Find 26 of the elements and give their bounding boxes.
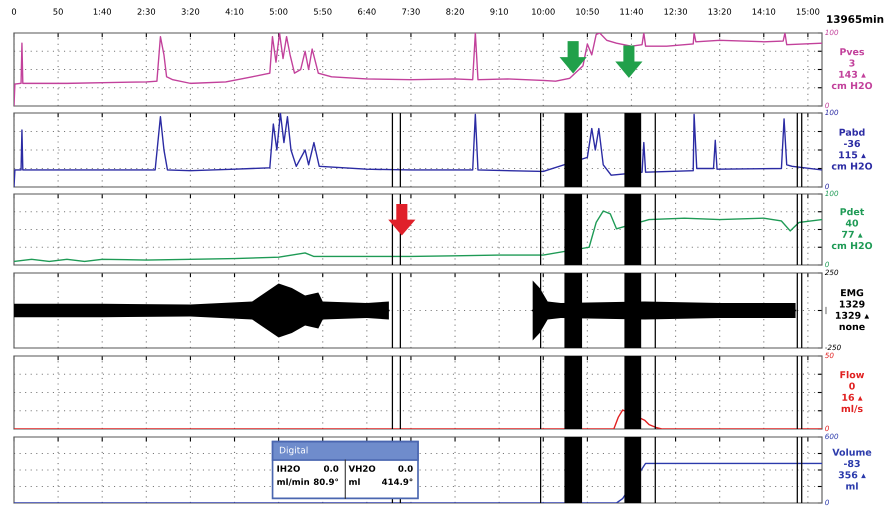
y-axis-title: Pves 3 143 ▴ cm H2O (832, 48, 872, 90)
x-tick-label: 12:30 (664, 8, 688, 15)
y-axis-title: EMG 1329 1329 ▴ none (836, 289, 870, 330)
y-axis-title: Pabd -36 115 ▴ cm H2O (832, 128, 872, 170)
x-tick-label: 5:00 (270, 8, 288, 15)
x-tick-label: 50 (53, 8, 63, 15)
x-tick-label: 13:20 (708, 8, 732, 15)
x-tick-label: 0 (12, 8, 16, 15)
x-tick-label: 10:50 (576, 8, 599, 15)
x-tick-label: 6:40 (358, 8, 376, 15)
x-tick-label: 5:50 (314, 8, 332, 15)
x-tick-label: 11:40 (620, 8, 643, 15)
x-tick-label: 1:40 (94, 8, 112, 15)
text: 13965min (827, 14, 884, 24)
x-tick-label: 14:10 (752, 8, 776, 15)
y-axis-title: Volume -83 356 ▴ ml (832, 448, 872, 490)
x-tick-label: 2:30 (138, 8, 156, 15)
x-tick-label: 9:10 (490, 8, 508, 15)
x-tick-label: 4:10 (226, 8, 244, 15)
x-tick-label: 15:00 (796, 8, 820, 15)
y-axis-title: Pdet 40 77 ▴ cm H2O (832, 208, 872, 250)
y-axis-title: Flow 0 16 ▴ ml/s (840, 370, 864, 413)
x-tick-label: 3:20 (182, 8, 200, 15)
x-tick-label: 8:20 (446, 8, 464, 15)
x-tick-label: 10:00 (532, 8, 555, 15)
x-tick-label: 7:30 (402, 8, 420, 15)
